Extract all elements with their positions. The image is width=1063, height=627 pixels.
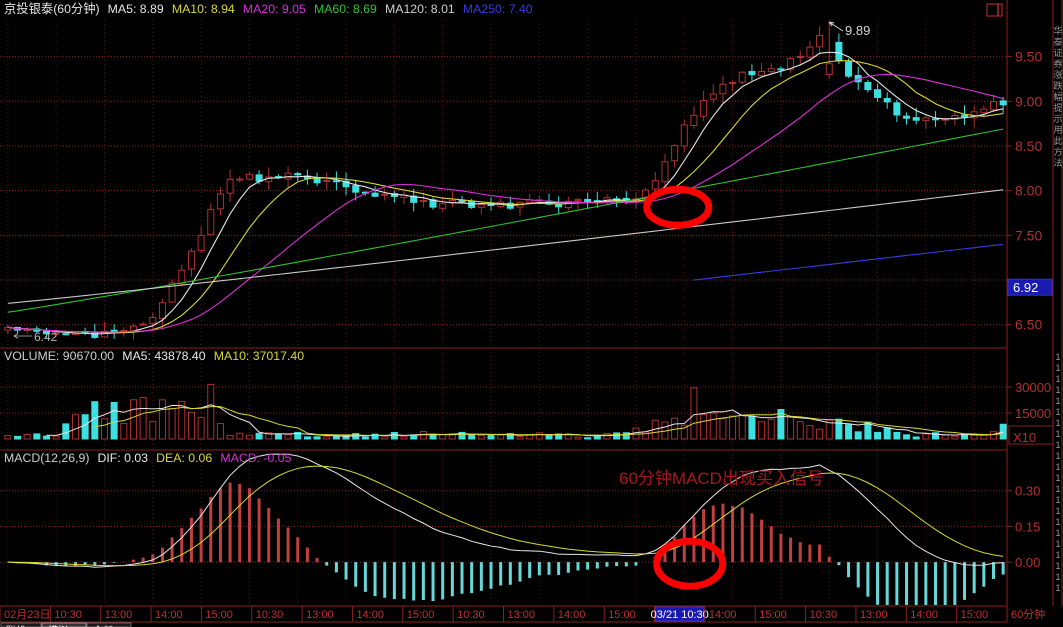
svg-text:MA60: 8.69: MA60: 8.69 (314, 2, 377, 16)
svg-text:14:00: 14:00 (709, 609, 737, 621)
svg-text:1: 1 (1055, 539, 1060, 549)
svg-text:X10: X10 (1013, 430, 1036, 445)
svg-text:30000: 30000 (1015, 380, 1051, 395)
svg-text:DEA: 0.06: DEA: 0.06 (156, 451, 212, 465)
svg-text:1: 1 (1055, 440, 1060, 450)
svg-text:10:30: 10:30 (54, 609, 82, 621)
svg-text:京投银泰(60分钟): 京投银泰(60分钟) (4, 1, 100, 16)
svg-text:13:00: 13:00 (508, 609, 536, 621)
svg-text:7.50: 7.50 (1015, 227, 1042, 243)
svg-text:1: 1 (1055, 517, 1060, 527)
svg-text:此: 此 (1053, 135, 1062, 146)
svg-text:幅: 幅 (1053, 91, 1062, 102)
svg-text:60分钟MACD出现买入信号: 60分钟MACD出现买入信号 (619, 469, 824, 488)
svg-text:1: 1 (1055, 352, 1060, 362)
svg-text:14:00: 14:00 (356, 609, 384, 621)
svg-text:15:00: 15:00 (961, 609, 989, 621)
svg-text:MA5: 8.89: MA5: 8.89 (108, 2, 164, 16)
svg-text:13:00: 13:00 (306, 609, 334, 621)
svg-text:DIF: 0.03: DIF: 0.03 (97, 451, 148, 465)
svg-text:9.50: 9.50 (1015, 49, 1042, 65)
svg-text:1: 1 (1055, 462, 1060, 472)
svg-text:02月23日: 02月23日 (4, 609, 50, 621)
svg-text:MACD(12,26,9): MACD(12,26,9) (4, 451, 89, 465)
svg-text:0.15: 0.15 (1015, 519, 1040, 534)
svg-text:涨: 涨 (1053, 70, 1062, 80)
svg-text:1: 1 (1055, 374, 1060, 384)
svg-text:MACD: -0.05: MACD: -0.05 (220, 451, 291, 465)
svg-text:1: 1 (1055, 572, 1060, 582)
svg-text:MA10: 37017.40: MA10: 37017.40 (214, 349, 304, 363)
svg-text:1: 1 (1055, 451, 1060, 461)
svg-text:法: 法 (1053, 157, 1062, 168)
svg-text:9.89: 9.89 (845, 23, 870, 38)
svg-text:1: 1 (1055, 583, 1060, 593)
svg-text:1: 1 (1055, 528, 1060, 538)
svg-text:方: 方 (1053, 146, 1062, 157)
svg-text:1: 1 (1055, 561, 1060, 571)
svg-text:15:00: 15:00 (759, 609, 787, 621)
svg-text:1: 1 (1055, 473, 1060, 483)
svg-text:用: 用 (1053, 125, 1062, 135)
svg-text:8.00: 8.00 (1015, 183, 1042, 199)
svg-text:示: 示 (1053, 114, 1062, 124)
svg-text:03/21 10:30: 03/21 10:30 (651, 609, 709, 621)
svg-text:1: 1 (1055, 396, 1060, 406)
svg-text:10:30: 10:30 (810, 609, 838, 621)
svg-text:1: 1 (1055, 484, 1060, 494)
svg-text:1: 1 (1055, 429, 1060, 439)
svg-text:0.00: 0.00 (1015, 555, 1040, 570)
svg-text:泰: 泰 (1053, 36, 1062, 47)
svg-text:15:00: 15:00 (407, 609, 435, 621)
svg-text:MA5: 43878.40: MA5: 43878.40 (122, 349, 206, 363)
svg-text:15000: 15000 (1015, 406, 1051, 421)
svg-text:13:00: 13:00 (105, 609, 133, 621)
svg-text:10:30: 10:30 (457, 609, 485, 621)
svg-text:1: 1 (1055, 385, 1060, 395)
svg-text:13:00: 13:00 (860, 609, 888, 621)
svg-text:15:00: 15:00 (608, 609, 636, 621)
svg-text:8.50: 8.50 (1015, 138, 1042, 154)
svg-text:6.42: 6.42 (34, 330, 58, 344)
svg-text:1: 1 (1055, 407, 1060, 417)
svg-text:14:00: 14:00 (910, 609, 938, 621)
svg-text:6.50: 6.50 (1015, 317, 1042, 333)
svg-text:MA120: 8.01: MA120: 8.01 (385, 2, 455, 16)
svg-text:10:30: 10:30 (256, 609, 284, 621)
svg-text:9.00: 9.00 (1015, 93, 1042, 109)
svg-text:MA20: 9.05: MA20: 9.05 (243, 2, 306, 16)
svg-text:14:00: 14:00 (155, 609, 183, 621)
svg-text:1: 1 (1055, 418, 1060, 428)
svg-text:华: 华 (1053, 25, 1062, 36)
svg-text:14:00: 14:00 (558, 609, 586, 621)
svg-text:1: 1 (1055, 363, 1060, 373)
svg-text:跌: 跌 (1053, 81, 1062, 91)
svg-text:1: 1 (1055, 550, 1060, 560)
svg-text:VOLUME: 90670.00: VOLUME: 90670.00 (4, 349, 114, 363)
svg-text:MA250: 7.40: MA250: 7.40 (463, 2, 533, 16)
svg-text:60分钟: 60分钟 (1011, 607, 1045, 621)
svg-text:1: 1 (1055, 495, 1060, 505)
svg-text:券: 券 (1053, 58, 1062, 69)
svg-text:1: 1 (1055, 506, 1060, 516)
svg-text:15:00: 15:00 (205, 609, 233, 621)
svg-text:MA10: 8.94: MA10: 8.94 (172, 2, 235, 16)
svg-text:6.92: 6.92 (1013, 280, 1038, 295)
svg-text:证: 证 (1053, 48, 1062, 58)
svg-text:提: 提 (1053, 103, 1062, 113)
svg-text:0.30: 0.30 (1015, 484, 1040, 499)
